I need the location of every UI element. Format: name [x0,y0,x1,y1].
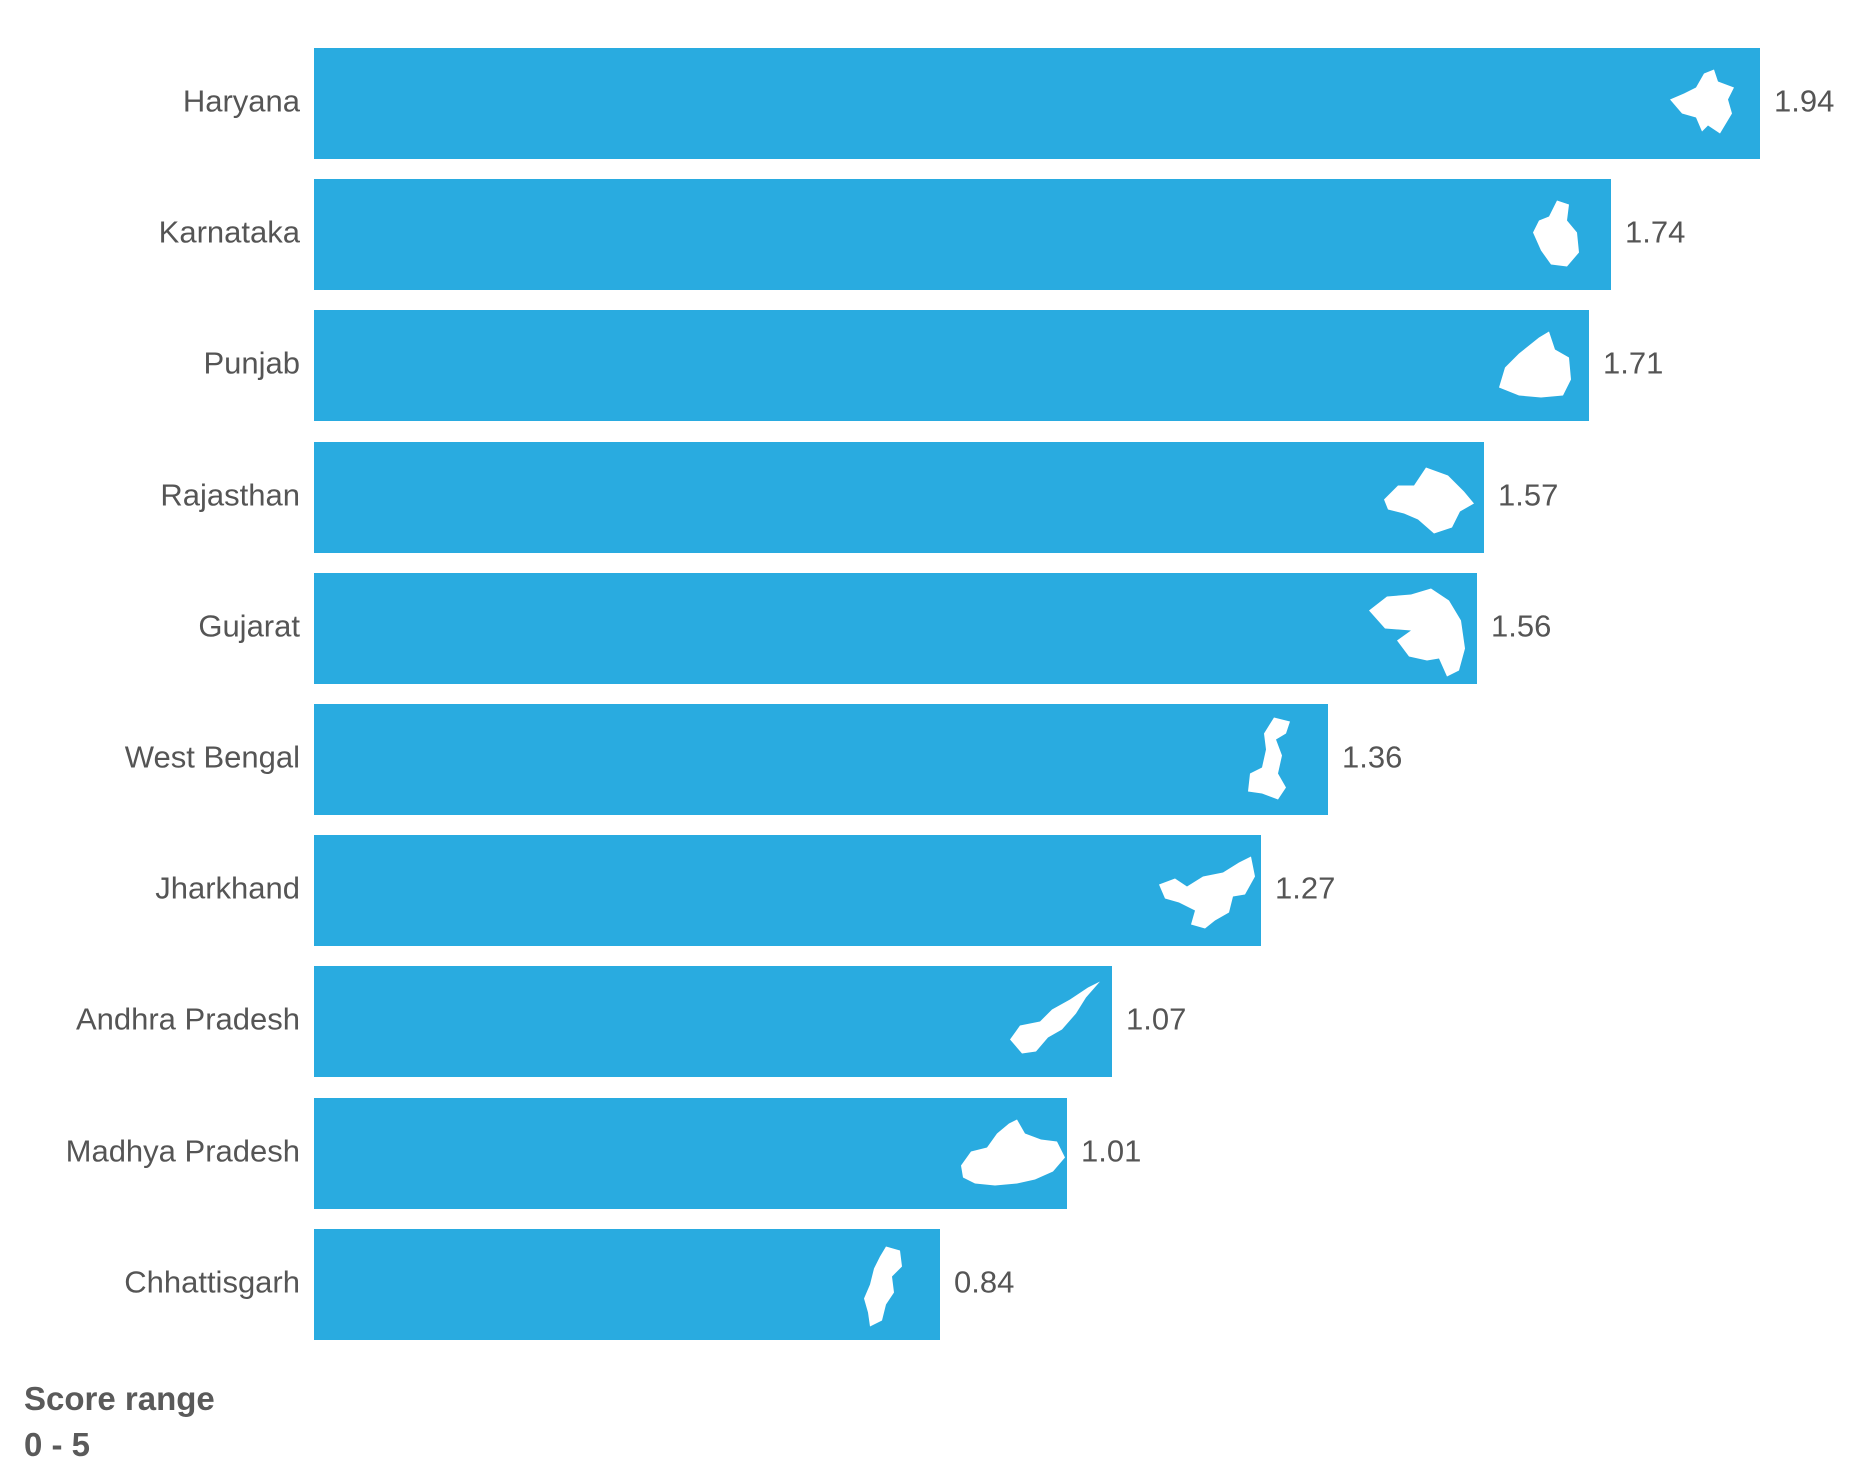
category-label-rajasthan: Rajasthan [160,478,300,513]
value-label-jharkhand: 1.27 [1275,871,1335,906]
category-label-west-bengal: West Bengal [125,740,300,775]
bar-punjab [314,310,1589,421]
bar-group-chhattisgarh: Chhattisgarh 0.84 [124,1229,1014,1340]
karnataka-map-icon [1533,200,1579,267]
punjab-map-icon [1499,331,1571,398]
bar-andhra-pradesh [314,966,1112,1077]
value-label-gujarat: 1.56 [1491,609,1551,644]
madhya-pradesh-map-icon [961,1119,1065,1186]
value-label-punjab: 1.71 [1603,346,1663,381]
bar-chhattisgarh [314,1229,940,1340]
gujarat-map-icon [1369,588,1465,677]
score-range-title: Score range [24,1380,215,1417]
category-label-haryana: Haryana [183,84,301,119]
value-label-andhra-pradesh: 1.07 [1126,1002,1186,1037]
category-label-madhya-pradesh: Madhya Pradesh [66,1134,300,1169]
value-label-madhya-pradesh: 1.01 [1081,1134,1141,1169]
rajasthan-map-icon [1384,467,1474,534]
andhra-pradesh-map-icon [1010,981,1100,1054]
bar-jharkhand [314,835,1261,946]
category-label-jharkhand: Jharkhand [155,871,300,906]
bar-group-andhra-pradesh: Andhra Pradesh 1.07 [76,966,1186,1077]
bar-chart: Haryana 1.94 Karnataka 1.74 Punjab 1.71 Rajast… [66,48,1834,1340]
score-range-note: Score range 0 - 5 [24,1376,215,1468]
category-label-andhra-pradesh: Andhra Pradesh [76,1002,300,1037]
bar-group-rajasthan: Rajasthan 1.57 [160,442,1558,553]
category-label-chhattisgarh: Chhattisgarh [124,1265,300,1300]
bar-gujarat [314,573,1477,684]
value-label-west-bengal: 1.36 [1342,740,1402,775]
bar-rajasthan [314,442,1484,553]
bar-west-bengal [314,704,1328,815]
bar-group-gujarat: Gujarat 1.56 [198,573,1551,684]
bar-group-west-bengal: West Bengal 1.36 [125,704,1402,815]
west-bengal-map-icon [1248,717,1290,800]
category-label-punjab: Punjab [203,346,300,381]
jharkhand-map-icon [1159,856,1255,929]
value-label-rajasthan: 1.57 [1498,478,1558,513]
bar-group-madhya-pradesh: Madhya Pradesh 1.01 [66,1098,1141,1209]
chhattisgarh-map-icon [864,1246,902,1327]
bar-madhya-pradesh [314,1098,1067,1209]
bar-group-haryana: Haryana 1.94 [183,48,1834,159]
haryana-map-icon [1670,69,1734,134]
value-label-chhattisgarh: 0.84 [954,1265,1014,1300]
score-range-value: 0 - 5 [24,1426,91,1463]
bar-haryana [314,48,1760,159]
value-label-karnataka: 1.74 [1625,215,1685,250]
bar-group-jharkhand: Jharkhand 1.27 [155,835,1335,946]
value-label-haryana: 1.94 [1774,84,1834,119]
category-label-karnataka: Karnataka [159,215,301,250]
bar-group-punjab: Punjab 1.71 [203,310,1663,421]
bar-karnataka [314,179,1611,290]
bars-layer: Haryana 1.94 Karnataka 1.74 Punjab 1.71 Rajast… [66,48,1834,1340]
category-label-gujarat: Gujarat [198,609,300,644]
bar-group-karnataka: Karnataka 1.74 [159,179,1685,290]
